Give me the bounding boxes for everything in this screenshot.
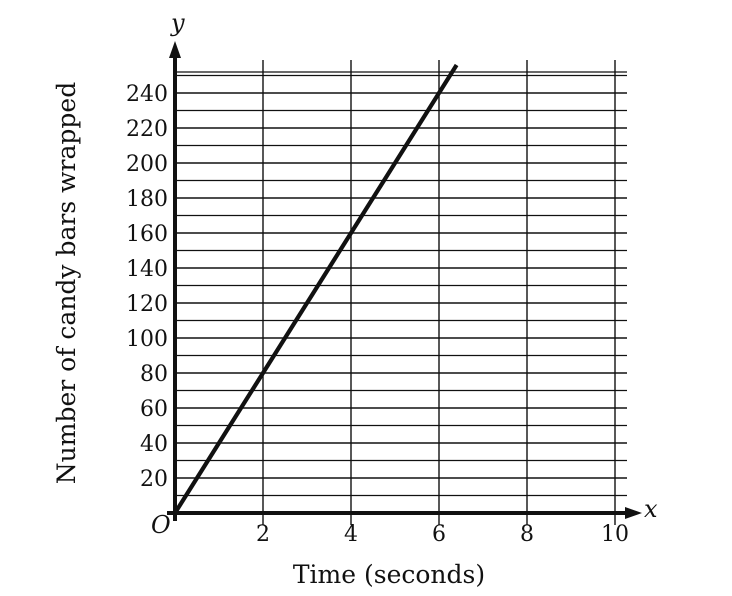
y-tick-label: 80 [140, 362, 168, 387]
x-axis-variable: x [644, 495, 658, 523]
y-tick-label: 60 [140, 397, 168, 422]
x-tick-label: 2 [256, 522, 270, 547]
x-tick-label: 6 [432, 522, 446, 547]
y-tick-label: 120 [126, 292, 168, 317]
x-tick-label: 10 [601, 522, 629, 547]
y-tick-label: 220 [126, 117, 168, 142]
y-tick-label: 240 [126, 82, 168, 107]
axes [167, 41, 642, 521]
x-tick-label: 8 [520, 522, 534, 547]
y-tick-label: 200 [126, 152, 168, 177]
x-axis-title: Time (seconds) [293, 560, 485, 589]
y-axis-arrowhead [169, 41, 181, 58]
y-tick-label: 160 [126, 222, 168, 247]
series-line [173, 63, 459, 515]
y-axis-title: Number of candy bars wrapped [52, 82, 81, 484]
y-axis-variable: y [170, 9, 185, 37]
y-tick-label: 180 [126, 187, 168, 212]
x-axis-arrowhead [625, 507, 642, 519]
grid [175, 60, 627, 525]
y-tick-label: 20 [140, 467, 168, 492]
y-tick-label: 140 [126, 257, 168, 282]
origin-label: O [151, 511, 171, 539]
series-layer [173, 63, 459, 515]
x-tick-label: 4 [344, 522, 358, 547]
y-tick-label: 100 [126, 327, 168, 352]
tick-labels: 2 4 6 8 10 20 40 60 80 100 120 140 160 180 200 220 240 [126, 82, 629, 547]
y-tick-label: 40 [140, 432, 168, 457]
